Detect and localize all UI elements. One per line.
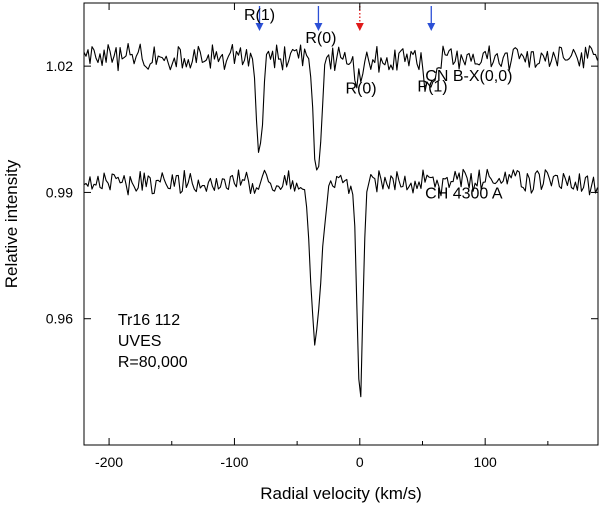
series-line-1 <box>83 43 599 171</box>
line-arrows <box>255 6 436 31</box>
info-line: Tr16 112 <box>118 312 180 329</box>
x-tick-label: -200 <box>95 454 123 470</box>
y-axis-title: Relative intensity <box>2 159 21 288</box>
info-line: R=80,000 <box>118 354 188 371</box>
spectral-line-label: R(1) <box>244 7 275 24</box>
x-axis-title: Radial velocity (km/s) <box>260 484 422 503</box>
x-tick-label: -100 <box>220 454 248 470</box>
y-tick-label: 0.96 <box>46 311 73 327</box>
info-line: UVES <box>118 333 162 350</box>
info-block: Tr16 112 UVES R=80,000 <box>118 312 188 371</box>
line-labels: R(1) R(0) R(0) P(1)CN B-X(0,0) CH 4300 A <box>244 7 512 203</box>
line-marker-arrow <box>355 6 364 31</box>
x-tick-label: 0 <box>356 454 364 470</box>
line-marker-arrow <box>314 6 323 31</box>
spectral-line-label: R(0) <box>305 30 336 47</box>
line-marker-arrow <box>255 6 264 31</box>
y-tick-label: 1.02 <box>46 58 73 74</box>
spectrum-curves <box>83 43 599 398</box>
spectral-line-label: CN B-X(0,0) <box>425 68 512 85</box>
axis-ticks: -200 -100 0 100 0.96 0.99 1.02 <box>46 3 598 470</box>
plot-frame <box>83 2 599 446</box>
line-marker-arrow <box>427 6 436 31</box>
spectral-line-label: R(0) <box>346 81 377 98</box>
x-tick-label: 100 <box>473 454 497 470</box>
y-tick-label: 0.99 <box>46 184 73 200</box>
series-line-2 <box>83 168 599 398</box>
spectral-line-label: P(1) <box>417 78 447 95</box>
spectral-line-label: CH 4300 A <box>425 186 503 203</box>
